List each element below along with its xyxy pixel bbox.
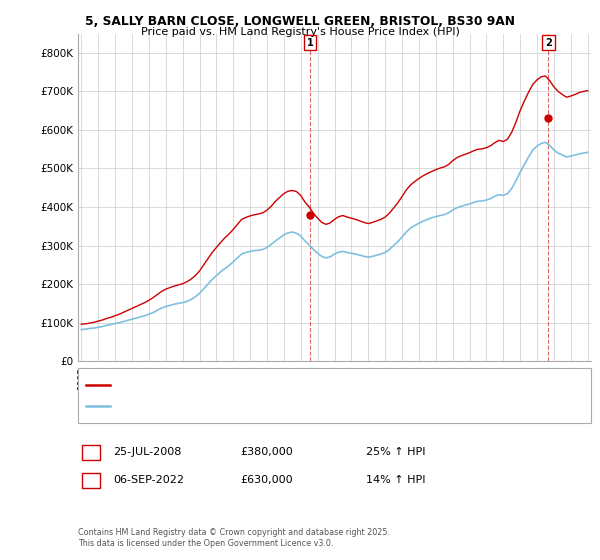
- Text: Contains HM Land Registry data © Crown copyright and database right 2025.
This d: Contains HM Land Registry data © Crown c…: [78, 528, 390, 548]
- Text: 25% ↑ HPI: 25% ↑ HPI: [366, 447, 425, 458]
- Text: 14% ↑ HPI: 14% ↑ HPI: [366, 475, 425, 486]
- Text: HPI: Average price, detached house, South Gloucestershire: HPI: Average price, detached house, Sout…: [114, 402, 382, 410]
- Text: £630,000: £630,000: [240, 475, 293, 486]
- Text: 2: 2: [545, 38, 552, 48]
- Text: 25-JUL-2008: 25-JUL-2008: [113, 447, 181, 458]
- Text: 5, SALLY BARN CLOSE, LONGWELL GREEN, BRISTOL, BS30 9AN (detached house): 5, SALLY BARN CLOSE, LONGWELL GREEN, BRI…: [114, 380, 478, 389]
- Text: 1: 1: [307, 38, 314, 48]
- Text: Price paid vs. HM Land Registry's House Price Index (HPI): Price paid vs. HM Land Registry's House …: [140, 27, 460, 37]
- Text: 06-SEP-2022: 06-SEP-2022: [113, 475, 184, 486]
- Text: £380,000: £380,000: [240, 447, 293, 458]
- Text: 1: 1: [87, 447, 94, 458]
- Text: 5, SALLY BARN CLOSE, LONGWELL GREEN, BRISTOL, BS30 9AN: 5, SALLY BARN CLOSE, LONGWELL GREEN, BRI…: [85, 15, 515, 27]
- Text: 2: 2: [87, 475, 94, 486]
